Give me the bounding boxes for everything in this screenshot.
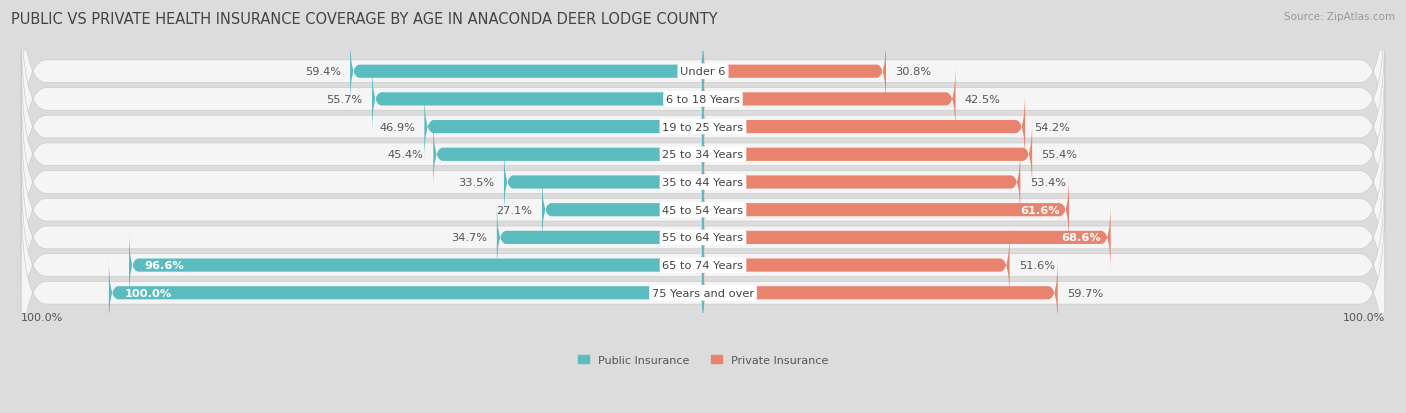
FancyBboxPatch shape (21, 166, 1385, 365)
Text: 54.2%: 54.2% (1035, 122, 1070, 132)
Text: 53.4%: 53.4% (1029, 178, 1066, 188)
Text: 30.8%: 30.8% (896, 67, 932, 77)
Text: 55.4%: 55.4% (1042, 150, 1077, 160)
FancyBboxPatch shape (21, 83, 1385, 282)
Text: 61.6%: 61.6% (1019, 205, 1060, 215)
Text: 65 to 74 Years: 65 to 74 Years (662, 261, 744, 271)
Text: 25 to 34 Years: 25 to 34 Years (662, 150, 744, 160)
FancyBboxPatch shape (703, 175, 1069, 245)
FancyBboxPatch shape (21, 28, 1385, 226)
Text: 100.0%: 100.0% (21, 312, 63, 322)
FancyBboxPatch shape (703, 203, 1111, 273)
FancyBboxPatch shape (21, 0, 1385, 171)
Text: 19 to 25 Years: 19 to 25 Years (662, 122, 744, 132)
Text: 68.6%: 68.6% (1062, 233, 1101, 243)
Text: 35 to 44 Years: 35 to 44 Years (662, 178, 744, 188)
FancyBboxPatch shape (21, 194, 1385, 392)
Text: 59.7%: 59.7% (1067, 288, 1104, 298)
FancyBboxPatch shape (703, 65, 956, 135)
Text: 45 to 54 Years: 45 to 54 Years (662, 205, 744, 215)
FancyBboxPatch shape (373, 65, 703, 135)
FancyBboxPatch shape (21, 0, 1385, 199)
FancyBboxPatch shape (703, 230, 1010, 300)
Text: 96.6%: 96.6% (145, 261, 184, 271)
FancyBboxPatch shape (108, 258, 703, 328)
Text: 42.5%: 42.5% (965, 95, 1001, 104)
Text: 59.4%: 59.4% (305, 67, 340, 77)
Text: 46.9%: 46.9% (380, 122, 415, 132)
FancyBboxPatch shape (433, 120, 703, 190)
Text: 34.7%: 34.7% (451, 233, 488, 243)
FancyBboxPatch shape (21, 139, 1385, 337)
FancyBboxPatch shape (21, 111, 1385, 309)
Text: 75 Years and over: 75 Years and over (652, 288, 754, 298)
FancyBboxPatch shape (425, 93, 703, 162)
FancyBboxPatch shape (703, 120, 1032, 190)
Text: 100.0%: 100.0% (1343, 312, 1385, 322)
FancyBboxPatch shape (350, 37, 703, 107)
FancyBboxPatch shape (703, 37, 886, 107)
FancyBboxPatch shape (541, 175, 703, 245)
Text: 45.4%: 45.4% (388, 150, 423, 160)
Text: 100.0%: 100.0% (125, 288, 172, 298)
Text: 27.1%: 27.1% (496, 205, 533, 215)
Text: 55 to 64 Years: 55 to 64 Years (662, 233, 744, 243)
Text: Source: ZipAtlas.com: Source: ZipAtlas.com (1284, 12, 1395, 22)
Text: 55.7%: 55.7% (326, 95, 363, 104)
Text: 33.5%: 33.5% (458, 178, 495, 188)
FancyBboxPatch shape (129, 230, 703, 300)
FancyBboxPatch shape (703, 148, 1021, 217)
Legend: Public Insurance, Private Insurance: Public Insurance, Private Insurance (578, 355, 828, 365)
FancyBboxPatch shape (496, 203, 703, 273)
FancyBboxPatch shape (21, 56, 1385, 254)
FancyBboxPatch shape (703, 93, 1025, 162)
Text: 6 to 18 Years: 6 to 18 Years (666, 95, 740, 104)
Text: 51.6%: 51.6% (1019, 261, 1054, 271)
Text: PUBLIC VS PRIVATE HEALTH INSURANCE COVERAGE BY AGE IN ANACONDA DEER LODGE COUNTY: PUBLIC VS PRIVATE HEALTH INSURANCE COVER… (11, 12, 718, 27)
Text: Under 6: Under 6 (681, 67, 725, 77)
FancyBboxPatch shape (503, 148, 703, 217)
FancyBboxPatch shape (703, 258, 1057, 328)
